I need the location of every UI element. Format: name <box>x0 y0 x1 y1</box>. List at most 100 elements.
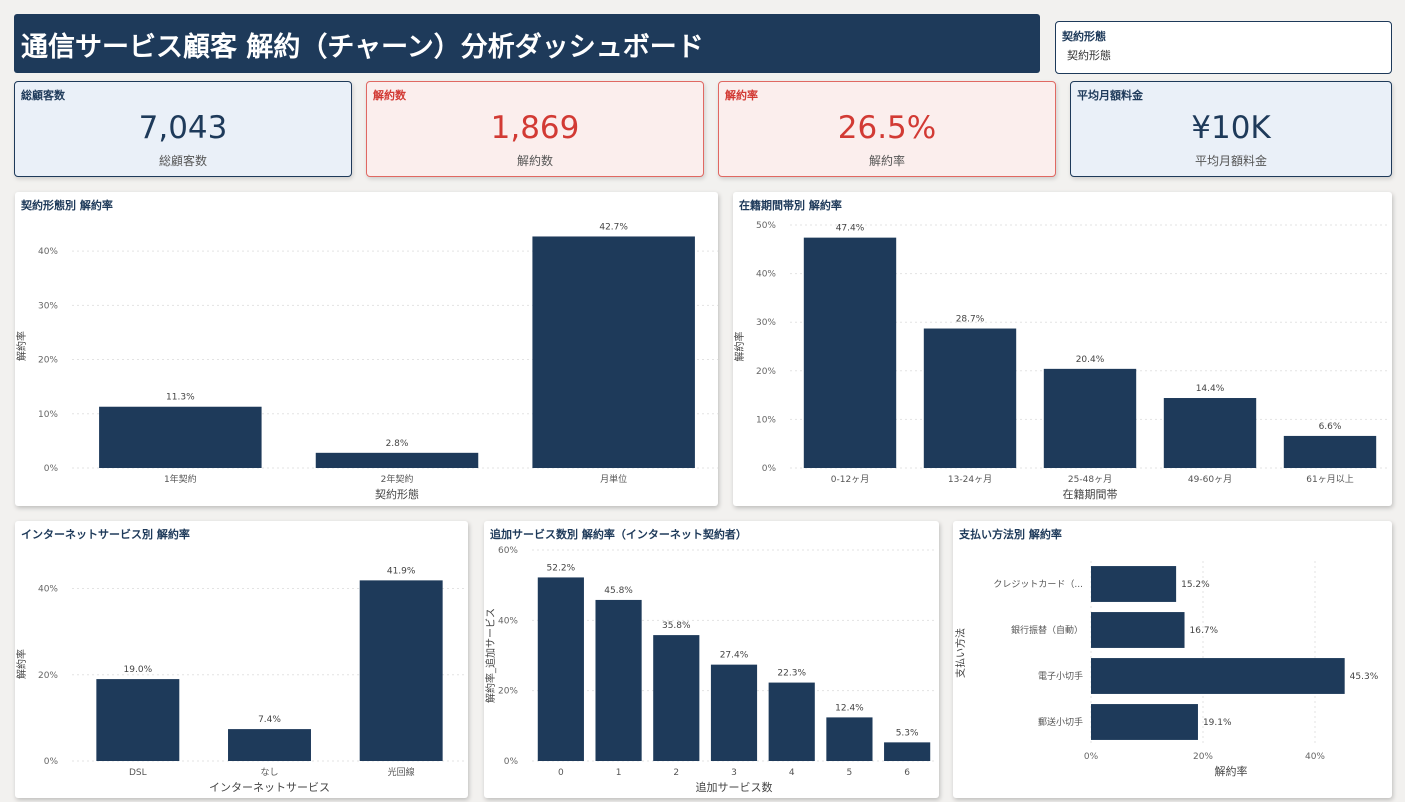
bar <box>96 679 180 761</box>
contract-slicer[interactable]: 契約形態 契約形態 <box>1055 21 1392 74</box>
y-axis-label: 解約率_追加サービス <box>484 608 497 703</box>
x-tick-label: 月単位 <box>600 473 627 485</box>
y-tick-label: 30% <box>756 318 776 328</box>
data-label: 12.4% <box>835 703 864 713</box>
y-tick-label: 0% <box>44 757 59 767</box>
chart-title: 在籍期間帯別 解約率 <box>739 199 842 212</box>
data-label: 35.8% <box>662 621 691 631</box>
kpi-title: 平均月額料金 <box>1077 89 1143 102</box>
chart-title: 契約形態別 解約率 <box>21 199 113 212</box>
data-label: 22.3% <box>777 669 806 679</box>
y-tick-label: 40% <box>38 585 58 595</box>
slicer-value[interactable]: 契約形態 <box>1067 49 1111 62</box>
bar <box>532 236 695 468</box>
bar <box>315 452 479 468</box>
y-tick-label: 郵送小切手 <box>1038 716 1083 728</box>
x-tick-label: DSL <box>129 768 147 778</box>
chart-panel-internet: 0% 20% 40% 19.0% DSL 7.4% なし 41.9% 光回線 インターネットサービ… <box>15 521 468 798</box>
y-axis-label: 解約率 <box>15 649 28 679</box>
y-axis-label: 解約率 <box>733 332 746 362</box>
chart-title: 支払い方法別 解約率 <box>959 528 1062 541</box>
bar <box>1091 612 1185 648</box>
data-label: 11.3% <box>166 393 195 403</box>
y-tick-label: 60% <box>498 546 518 556</box>
bar <box>1091 566 1177 602</box>
data-label: 45.8% <box>604 586 633 596</box>
x-axis-label: 契約形態 <box>375 487 419 501</box>
x-axis-label: 解約率 <box>1215 764 1248 778</box>
chart-title: 追加サービス数別 解約率（インターネット契約者） <box>490 528 747 541</box>
data-label: 6.6% <box>1319 422 1342 432</box>
slicer-title: 契約形態 <box>1062 30 1106 43</box>
data-label: 27.4% <box>720 651 749 661</box>
data-label: 2.8% <box>386 439 409 449</box>
kpi-value: 7,043 <box>138 110 228 146</box>
data-label: 28.7% <box>956 315 985 325</box>
kpi-card-churn-rate: 解約率 26.5% 解約率 <box>718 81 1056 177</box>
bar <box>1043 368 1137 468</box>
data-label: 42.7% <box>599 222 628 232</box>
bar <box>99 406 262 468</box>
kpi-card-total-customers: 総顧客数 7,043 総顧客数 <box>14 81 352 177</box>
y-tick-label: 40% <box>756 270 776 280</box>
kpi-subtitle: 平均月額料金 <box>1194 154 1267 168</box>
x-tick-label: 1年契約 <box>164 473 197 485</box>
kpi-card-churn-count: 解約数 1,869 解約数 <box>366 81 704 177</box>
data-label: 45.3% <box>1350 672 1379 682</box>
chart-payment-svg: 0% 20% 40% 15.2% クレジットカード（... 16.7% 銀行振替（自動） 45… <box>954 561 1379 778</box>
x-tick-label: 20% <box>1193 752 1213 762</box>
kpi-title: 解約数 <box>373 89 406 102</box>
y-tick-label: 電子小切手 <box>1038 670 1083 682</box>
data-label: 5.3% <box>896 728 919 738</box>
bar <box>228 729 311 761</box>
x-tick-label: なし <box>260 767 278 778</box>
data-label: 15.2% <box>1181 580 1210 590</box>
kpi-value: 1,869 <box>490 110 580 146</box>
y-tick-label: 銀行振替（自動） <box>1011 624 1083 636</box>
chart-title: インターネットサービス別 解約率 <box>21 528 190 541</box>
chart-tenure-svg: 0% 10% 20% 30% 40% 50% 47.4% 0-12ヶ月 28.7% 13-24ヶ月… <box>733 221 1390 501</box>
bar <box>803 237 897 468</box>
y-tick-label: 40% <box>498 616 518 626</box>
data-label: 20.4% <box>1076 355 1105 365</box>
y-tick-label: 0% <box>504 757 519 767</box>
kpi-value: ¥10K <box>1191 110 1271 146</box>
y-tick-label: 0% <box>44 464 59 474</box>
bar <box>710 664 758 761</box>
x-tick-label: 6 <box>904 768 910 778</box>
chart-panel-payment: 0% 20% 40% 15.2% クレジットカード（... 16.7% 銀行振替（自動） 45… <box>953 521 1392 798</box>
bar <box>1091 658 1345 694</box>
bar <box>359 580 443 761</box>
bar <box>537 577 584 761</box>
y-axis-label: 解約率 <box>15 331 28 361</box>
kpi-title: 解約率 <box>725 89 758 102</box>
y-tick-label: 10% <box>38 410 58 420</box>
chart-internet-svg: 0% 20% 40% 19.0% DSL 7.4% なし 41.9% 光回線インターネットサービ… <box>15 566 467 794</box>
y-tick-label: 20% <box>756 367 776 377</box>
data-label: 19.0% <box>124 665 153 675</box>
x-tick-label: 40% <box>1305 752 1325 762</box>
bar <box>884 742 931 761</box>
x-tick-label: 2 <box>673 768 679 778</box>
x-tick-label: 1 <box>616 768 622 778</box>
x-tick-label: 光回線 <box>388 766 415 778</box>
y-tick-label: 0% <box>762 464 777 474</box>
x-tick-label: 4 <box>789 768 795 778</box>
data-label: 7.4% <box>258 715 281 725</box>
x-tick-label: 0-12ヶ月 <box>831 474 869 485</box>
bar <box>1163 398 1257 468</box>
data-label: 16.7% <box>1190 626 1219 636</box>
y-axis-label: 支払い方法 <box>954 628 967 678</box>
y-tick-label: 50% <box>756 221 776 231</box>
bar <box>653 635 700 761</box>
y-tick-label: クレジットカード（... <box>993 579 1083 590</box>
bar <box>826 717 873 761</box>
data-label: 47.4% <box>836 224 865 234</box>
x-axis-label: 在籍期間帯 <box>1063 487 1118 501</box>
x-tick-label: 0% <box>1084 752 1099 762</box>
x-tick-label: 5 <box>847 768 853 778</box>
dashboard-title: 通信サービス顧客 解約（チャーン）分析ダッシュボード <box>21 32 704 63</box>
dashboard-title-bar: 通信サービス顧客 解約（チャーン）分析ダッシュボード <box>14 14 1040 73</box>
y-tick-label: 40% <box>38 247 58 257</box>
data-label: 19.1% <box>1203 718 1232 728</box>
